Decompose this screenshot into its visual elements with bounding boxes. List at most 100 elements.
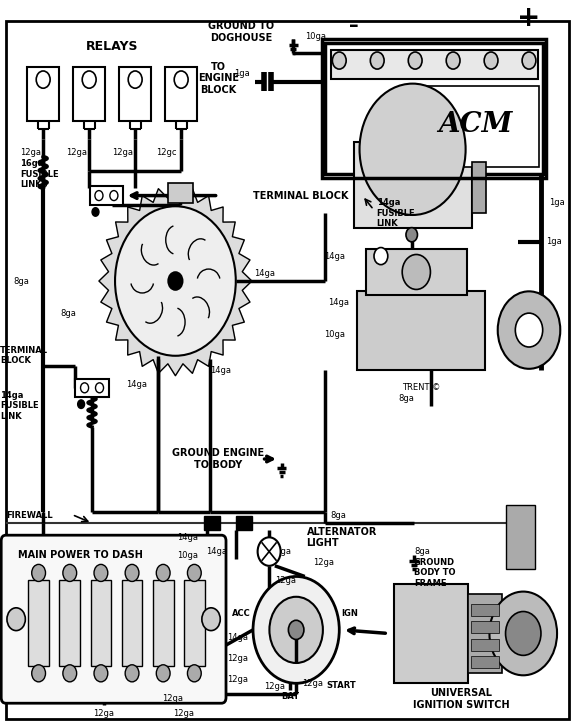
Text: 12ga: 12ga (66, 148, 87, 158)
Circle shape (515, 313, 543, 347)
Text: 12ga: 12ga (270, 547, 292, 556)
Text: ACC: ACC (232, 609, 251, 619)
Circle shape (187, 665, 201, 682)
Text: 14ga: 14ga (210, 365, 231, 375)
Circle shape (156, 665, 170, 682)
Polygon shape (99, 187, 252, 376)
Circle shape (63, 665, 76, 682)
Bar (74, 68, 105, 121)
Bar (167, 183, 193, 203)
Text: ALTERNATOR
LIGHT: ALTERNATOR LIGHT (306, 526, 377, 548)
Circle shape (125, 665, 139, 682)
Bar (75, 378, 109, 397)
Circle shape (63, 564, 76, 582)
Text: 8ga: 8ga (331, 512, 347, 521)
Bar (90, 580, 111, 666)
Text: TRENT ©: TRENT © (402, 383, 441, 392)
Text: MAIN POWER TO DASH: MAIN POWER TO DASH (18, 550, 143, 560)
Bar (356, 291, 485, 370)
Bar (471, 621, 499, 634)
Circle shape (370, 52, 384, 69)
Text: 12ga: 12ga (227, 675, 248, 684)
Text: +: + (518, 4, 540, 32)
Text: 12ga: 12ga (313, 558, 335, 567)
Circle shape (95, 383, 104, 393)
Circle shape (95, 191, 103, 200)
Circle shape (359, 83, 466, 215)
Text: 14ga
FUSIBLE
LINK: 14ga FUSIBLE LINK (377, 198, 415, 228)
Text: 10ga: 10ga (178, 550, 198, 560)
Text: 10ga: 10ga (305, 33, 326, 41)
Bar (204, 516, 220, 530)
Bar (471, 604, 499, 616)
Circle shape (168, 272, 183, 290)
Bar (331, 49, 538, 78)
Bar (354, 142, 472, 228)
Text: 14ga
FUSIBLE
LINK: 14ga FUSIBLE LINK (0, 391, 39, 420)
Circle shape (522, 52, 536, 69)
Circle shape (402, 255, 431, 290)
Text: GROUND TO
DOGHOUSE: GROUND TO DOGHOUSE (209, 21, 275, 43)
Circle shape (406, 228, 417, 242)
Circle shape (484, 52, 498, 69)
Circle shape (82, 71, 96, 89)
Circle shape (505, 611, 541, 656)
Circle shape (374, 248, 388, 265)
Text: 1ga: 1ga (235, 69, 250, 78)
Bar (471, 639, 499, 651)
Bar (28, 68, 59, 121)
Bar (472, 162, 486, 213)
Circle shape (94, 564, 108, 582)
Circle shape (94, 665, 108, 682)
Bar (122, 580, 143, 666)
Text: RELAYS: RELAYS (86, 39, 139, 52)
Text: –: – (349, 17, 358, 36)
Bar (166, 68, 197, 121)
Text: 14ga: 14ga (227, 632, 248, 642)
Text: 1ga: 1ga (546, 237, 562, 246)
Circle shape (289, 620, 304, 640)
Text: 8ga: 8ga (13, 277, 29, 285)
Text: 14ga: 14ga (126, 380, 147, 388)
Bar (28, 580, 49, 666)
Bar (366, 249, 467, 295)
FancyBboxPatch shape (1, 535, 226, 703)
Circle shape (156, 564, 170, 582)
Text: IGN: IGN (342, 609, 358, 619)
Circle shape (36, 71, 50, 89)
Text: GROUND
BODY TO
FRAME: GROUND BODY TO FRAME (414, 558, 455, 588)
Bar (468, 594, 502, 673)
Bar (236, 516, 252, 530)
Circle shape (202, 608, 220, 631)
Text: 12ga: 12ga (93, 709, 114, 718)
Text: TERMINAL BLOCK: TERMINAL BLOCK (253, 191, 348, 200)
Circle shape (32, 665, 45, 682)
Text: 12ga: 12ga (275, 576, 296, 584)
Text: 12ga: 12ga (302, 679, 323, 688)
Bar (325, 43, 543, 174)
Circle shape (408, 52, 422, 69)
Bar (471, 656, 499, 669)
Bar (90, 187, 123, 205)
Text: TO
ENGINE
BLOCK: TO ENGINE BLOCK (198, 62, 239, 94)
Circle shape (110, 191, 118, 200)
Circle shape (7, 608, 25, 631)
Bar (59, 580, 80, 666)
Bar (322, 39, 546, 178)
Text: TERMINAL
BLOCK: TERMINAL BLOCK (0, 346, 48, 365)
Text: 12ga: 12ga (264, 682, 285, 691)
Bar (506, 505, 535, 569)
Bar (184, 580, 205, 666)
Circle shape (174, 71, 188, 89)
Text: 12gc: 12gc (156, 148, 177, 158)
Circle shape (78, 400, 85, 409)
Text: ACM: ACM (439, 110, 513, 138)
Circle shape (32, 564, 45, 582)
Text: 12ga: 12ga (112, 148, 133, 158)
Circle shape (253, 576, 339, 683)
Text: UNIVERSAL
IGNITION SWITCH: UNIVERSAL IGNITION SWITCH (413, 688, 510, 710)
Circle shape (92, 208, 99, 216)
Bar (120, 68, 151, 121)
Text: BAT: BAT (281, 692, 300, 701)
Circle shape (115, 206, 236, 356)
